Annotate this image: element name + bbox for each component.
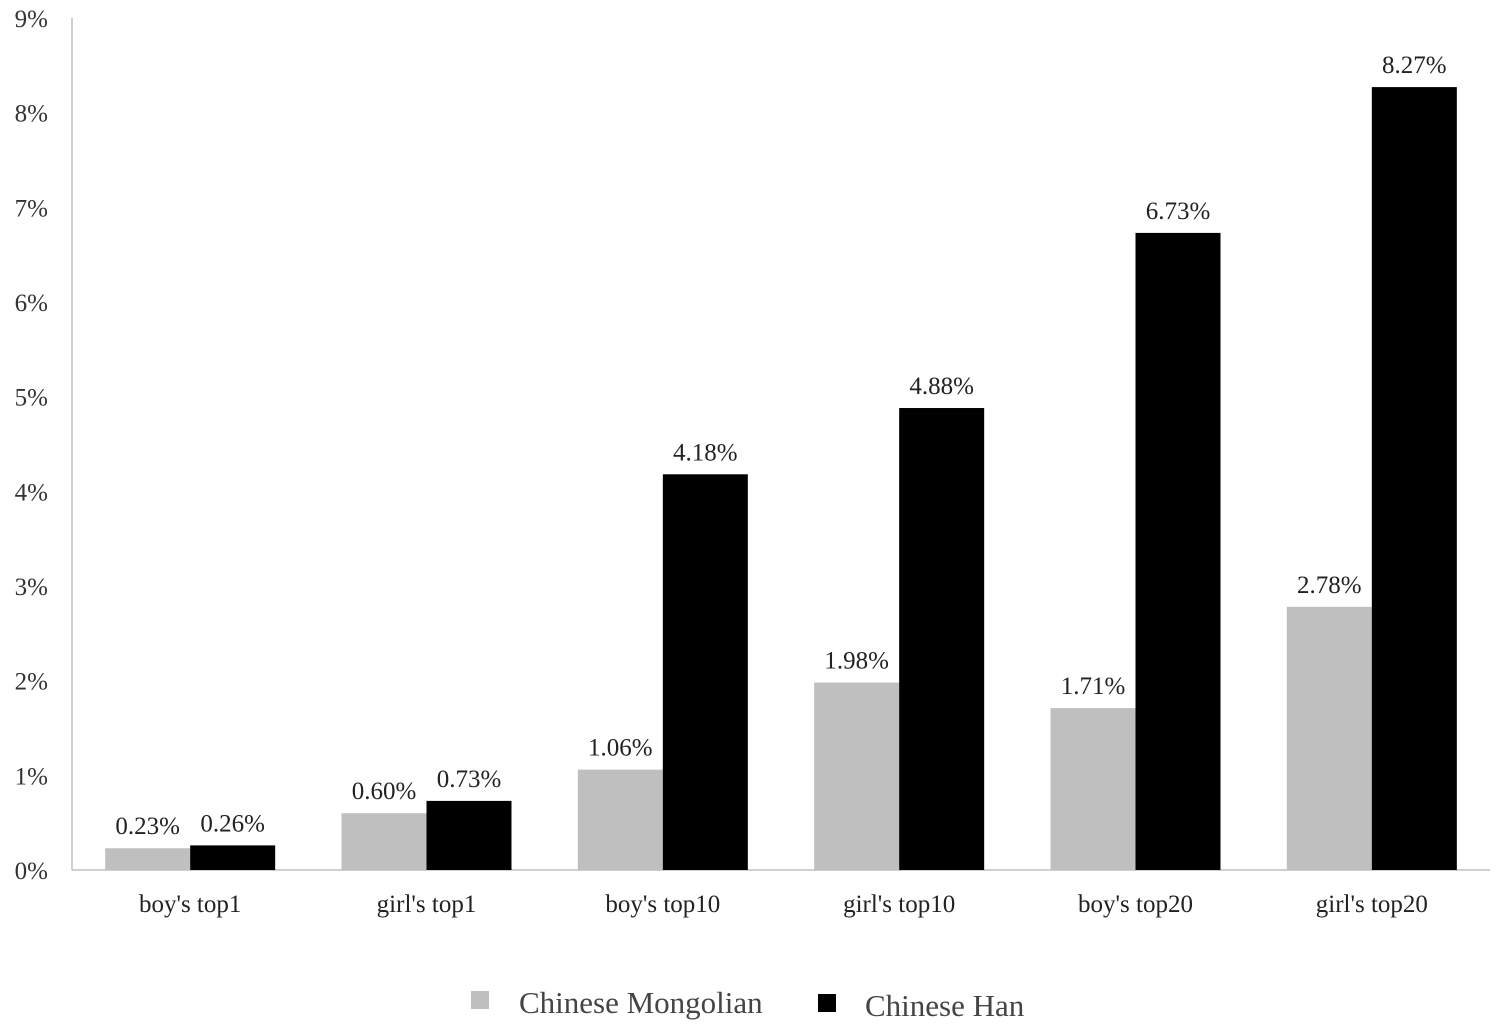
data-labels: 0.23% 0.26% 0.60% 0.73% 1.06% 4.18% 1.98% 4.88%… bbox=[115, 52, 1446, 840]
bar-chinese-han bbox=[1371, 87, 1457, 870]
bar-chinese-han bbox=[426, 800, 512, 870]
x-tick-label: boy's top20 bbox=[1078, 891, 1193, 918]
x-tick-label: boy's top1 bbox=[139, 891, 241, 918]
data-label: 2.78% bbox=[1297, 572, 1362, 599]
legend-swatch bbox=[818, 994, 836, 1012]
y-tick-label: 9% bbox=[15, 6, 48, 33]
y-tick-label: 2% bbox=[15, 669, 48, 696]
x-tick-label: girl's top20 bbox=[1316, 891, 1428, 918]
bar-chinese-mongolian bbox=[814, 682, 900, 870]
data-label: 1.06% bbox=[588, 735, 653, 762]
legend: Chinese Mongolian Chinese Han bbox=[471, 985, 1025, 1023]
y-tick-label: 3% bbox=[15, 574, 48, 601]
data-label: 8.27% bbox=[1382, 52, 1447, 79]
data-label: 0.26% bbox=[200, 810, 265, 837]
y-tick-label: 6% bbox=[15, 290, 48, 317]
y-tick-label: 0% bbox=[15, 858, 48, 885]
bars bbox=[105, 87, 1457, 871]
data-label: 1.71% bbox=[1061, 673, 1126, 700]
data-label: 6.73% bbox=[1146, 198, 1211, 225]
y-tick-label: 8% bbox=[15, 101, 48, 128]
x-tick-label: boy's top10 bbox=[605, 891, 720, 918]
data-label: 4.88% bbox=[909, 373, 974, 400]
y-tick-label: 5% bbox=[15, 385, 48, 412]
x-tick-label: girl's top10 bbox=[843, 891, 955, 918]
bar-chinese-mongolian bbox=[1286, 606, 1372, 870]
y-tick-label: 4% bbox=[15, 479, 48, 506]
data-label: 0.73% bbox=[437, 766, 502, 793]
legend-label: Chinese Han bbox=[865, 988, 1025, 1023]
data-label: 4.18% bbox=[673, 439, 738, 466]
bar-chinese-mongolian bbox=[341, 813, 427, 870]
legend-swatch bbox=[471, 991, 489, 1009]
legend-label: Chinese Mongolian bbox=[519, 985, 763, 1020]
y-tick-label: 7% bbox=[15, 195, 48, 222]
bar-chinese-mongolian bbox=[577, 769, 663, 870]
data-label: 0.23% bbox=[115, 813, 180, 840]
bar-chinese-mongolian bbox=[105, 848, 191, 870]
data-label: 1.98% bbox=[824, 648, 889, 675]
bar-chinese-han bbox=[1135, 232, 1221, 871]
y-axis: 0% 1% 2% 3% 4% 5% 6% 7% 8% 9% bbox=[15, 6, 73, 885]
x-tick-label: girl's top1 bbox=[377, 891, 477, 918]
bar-chinese-han bbox=[662, 474, 748, 870]
y-tick-label: 1% bbox=[15, 763, 48, 790]
bar-chinese-mongolian bbox=[1050, 708, 1136, 870]
bar-chinese-han bbox=[899, 408, 985, 870]
data-label: 0.60% bbox=[352, 778, 417, 805]
bar-chinese-han bbox=[190, 845, 276, 870]
x-axis: boy's top1 girl's top1 boy's top10 girl's t… bbox=[72, 869, 1490, 918]
